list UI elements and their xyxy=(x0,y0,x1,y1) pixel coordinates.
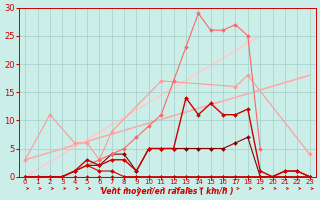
X-axis label: Vent moyen/en rafales ( km/h ): Vent moyen/en rafales ( km/h ) xyxy=(101,187,234,196)
